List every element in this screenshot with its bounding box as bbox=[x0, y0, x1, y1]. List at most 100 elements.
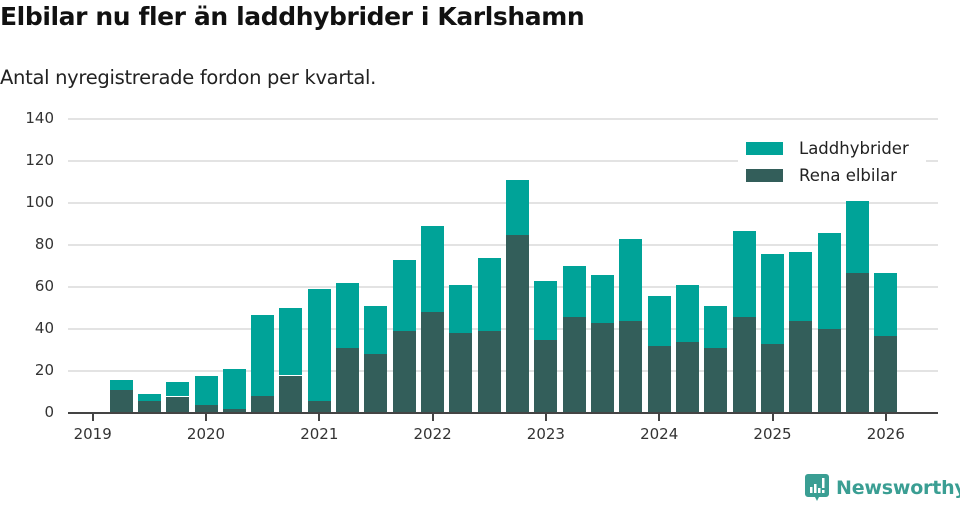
bar-segment-laddhybrider bbox=[449, 285, 473, 334]
bar-2023-Q3 bbox=[591, 274, 615, 414]
bar-segment-rena-elbilar bbox=[732, 316, 756, 414]
bar-segment-laddhybrider bbox=[222, 369, 246, 410]
bar-segment-laddhybrider bbox=[817, 232, 841, 330]
bar-2024-Q4 bbox=[732, 230, 756, 414]
chart-title: Elbilar nu fler än laddhybrider i Karlsh… bbox=[0, 2, 585, 31]
bar-2024-Q1 bbox=[647, 295, 671, 414]
bar-segment-laddhybrider bbox=[874, 272, 898, 336]
bar-segment-rena-elbilar bbox=[789, 320, 813, 414]
legend-label: Laddhybrider bbox=[799, 138, 909, 158]
x-tick-label: 2021 bbox=[300, 425, 339, 443]
bar-2020-Q3 bbox=[251, 314, 275, 414]
x-tick-label: 2020 bbox=[186, 425, 226, 443]
legend-label: Rena elbilar bbox=[799, 165, 897, 185]
bar-segment-laddhybrider bbox=[845, 201, 869, 273]
legend-swatch-laddhybrider bbox=[746, 141, 783, 155]
bar-segment-laddhybrider bbox=[279, 308, 303, 376]
bar-segment-rena-elbilar bbox=[364, 354, 388, 414]
y-tick-label: 0 bbox=[44, 403, 54, 422]
gridline bbox=[68, 118, 938, 121]
x-tick-label: 2026 bbox=[866, 425, 905, 443]
y-tick-label: 80 bbox=[34, 235, 54, 254]
legend: Laddhybrider Rena elbilar bbox=[738, 134, 926, 188]
bar-2026-Q1 bbox=[874, 272, 898, 414]
bar-segment-laddhybrider bbox=[506, 180, 530, 235]
y-tick-label: 60 bbox=[34, 277, 54, 296]
bar-segment-laddhybrider bbox=[166, 381, 190, 397]
bar-2020-Q2 bbox=[222, 369, 246, 414]
bar-2019-Q2 bbox=[109, 379, 133, 414]
bar-segment-laddhybrider bbox=[194, 375, 218, 405]
x-tick-mark bbox=[91, 413, 94, 421]
x-tick-mark bbox=[544, 413, 547, 421]
bar-segment-rena-elbilar bbox=[676, 341, 700, 414]
bar-segment-rena-elbilar bbox=[307, 400, 331, 414]
bar-2025-Q4 bbox=[845, 201, 869, 414]
bar-segment-laddhybrider bbox=[137, 394, 161, 401]
bar-segment-rena-elbilar bbox=[534, 339, 558, 414]
bar-2022-Q4 bbox=[506, 180, 530, 414]
y-tick-label: 100 bbox=[25, 193, 54, 212]
bar-2021-Q3 bbox=[364, 306, 388, 414]
x-tick-label: 2023 bbox=[526, 425, 565, 443]
bar-segment-rena-elbilar bbox=[591, 322, 615, 414]
bar-segment-rena-elbilar bbox=[647, 346, 671, 414]
x-tick-label: 2022 bbox=[413, 425, 452, 443]
gridline bbox=[68, 160, 938, 163]
y-tick-label: 120 bbox=[25, 151, 54, 170]
bar-2021-Q2 bbox=[336, 283, 360, 414]
x-tick-label: 2019 bbox=[73, 425, 112, 443]
bar-segment-rena-elbilar bbox=[562, 316, 586, 414]
y-tick-label: 40 bbox=[34, 319, 54, 338]
bar-2020-Q4 bbox=[279, 308, 303, 414]
bar-segment-laddhybrider bbox=[676, 285, 700, 342]
bar-segment-rena-elbilar bbox=[704, 348, 728, 414]
bar-segment-laddhybrider bbox=[534, 281, 558, 340]
bar-segment-rena-elbilar bbox=[619, 320, 643, 414]
bar-2019-Q4 bbox=[166, 381, 190, 414]
bar-2022-Q3 bbox=[477, 257, 501, 414]
bar-2022-Q2 bbox=[449, 285, 473, 414]
bar-segment-laddhybrider bbox=[477, 257, 501, 332]
bar-2023-Q4 bbox=[619, 239, 643, 414]
bar-segment-laddhybrider bbox=[336, 283, 360, 349]
chart-subtitle: Antal nyregistrerade fordon per kvartal. bbox=[0, 66, 377, 89]
bar-2024-Q2 bbox=[676, 285, 700, 414]
bar-segment-laddhybrider bbox=[704, 306, 728, 349]
bar-2023-Q2 bbox=[562, 266, 586, 414]
bar-2021-Q1 bbox=[307, 289, 331, 414]
gridline bbox=[68, 286, 938, 289]
bar-segment-rena-elbilar bbox=[194, 404, 218, 414]
bar-segment-rena-elbilar bbox=[222, 409, 246, 414]
x-tick-mark bbox=[658, 413, 661, 421]
x-tick-mark bbox=[771, 413, 774, 421]
x-tick-label: 2025 bbox=[753, 425, 792, 443]
bar-segment-rena-elbilar bbox=[449, 333, 473, 414]
gridline bbox=[68, 202, 938, 205]
bar-segment-laddhybrider bbox=[761, 253, 784, 344]
y-tick-label: 140 bbox=[25, 109, 54, 128]
x-tick-mark bbox=[318, 413, 321, 421]
bar-2024-Q3 bbox=[704, 306, 728, 414]
bar-segment-laddhybrider bbox=[251, 314, 275, 397]
gridline bbox=[68, 244, 938, 247]
x-tick-mark bbox=[431, 413, 434, 421]
bar-2025-Q2 bbox=[789, 251, 813, 414]
bar-segment-rena-elbilar bbox=[874, 335, 898, 414]
bar-segment-rena-elbilar bbox=[506, 234, 530, 414]
gridline bbox=[68, 328, 938, 331]
x-axis-line bbox=[68, 412, 938, 414]
bar-segment-laddhybrider bbox=[392, 260, 416, 332]
y-tick-label: 20 bbox=[34, 361, 54, 380]
legend-swatch-rena-elbilar bbox=[746, 168, 783, 182]
newsworthy-logo-icon bbox=[805, 474, 829, 501]
bar-segment-rena-elbilar bbox=[279, 375, 303, 414]
bar-segment-laddhybrider bbox=[364, 306, 388, 355]
x-tick-label: 2024 bbox=[640, 425, 679, 443]
bar-2020-Q1 bbox=[194, 375, 218, 414]
bar-2025-Q1 bbox=[761, 253, 784, 414]
bar-segment-rena-elbilar bbox=[477, 331, 501, 414]
bar-segment-rena-elbilar bbox=[761, 343, 784, 414]
bar-segment-rena-elbilar bbox=[845, 272, 869, 414]
